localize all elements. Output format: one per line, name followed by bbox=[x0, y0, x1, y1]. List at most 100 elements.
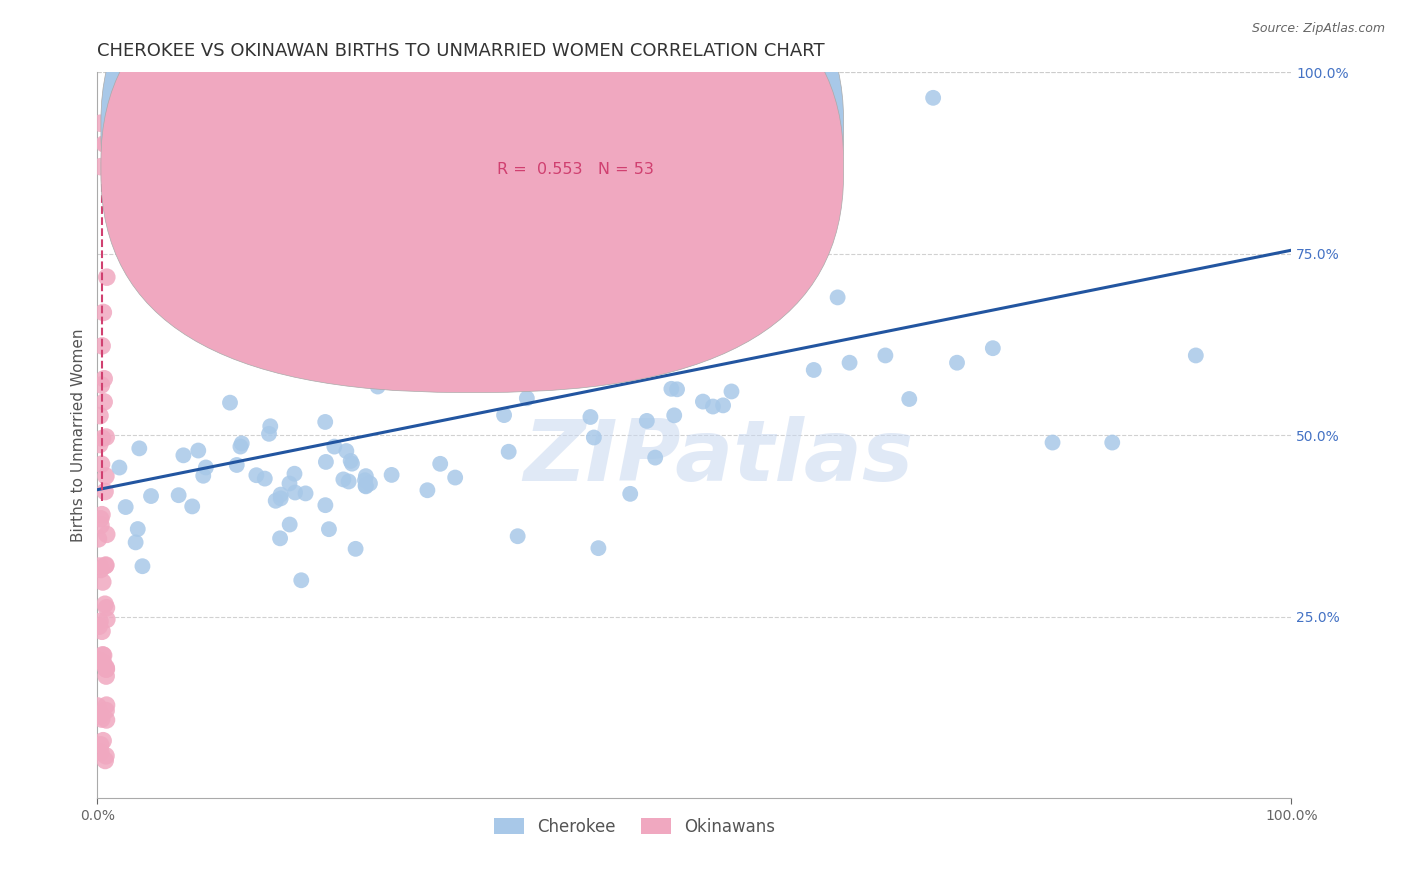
Point bbox=[294, 486, 316, 500]
Point bbox=[456, 341, 478, 355]
Point bbox=[96, 527, 118, 541]
Point bbox=[219, 395, 242, 409]
Point bbox=[284, 485, 307, 500]
Point bbox=[344, 541, 367, 556]
Point bbox=[664, 409, 686, 423]
Point bbox=[91, 648, 114, 662]
Point bbox=[875, 348, 897, 362]
Point bbox=[494, 408, 516, 422]
Point bbox=[257, 426, 280, 441]
Point bbox=[93, 372, 115, 386]
Point bbox=[94, 558, 117, 572]
Point bbox=[94, 484, 117, 499]
Point bbox=[225, 458, 247, 472]
Point bbox=[367, 379, 389, 393]
Point bbox=[898, 392, 921, 406]
Point bbox=[172, 448, 194, 462]
Point bbox=[1101, 435, 1123, 450]
Point bbox=[91, 574, 114, 589]
Point bbox=[588, 541, 610, 556]
Point bbox=[167, 488, 190, 502]
Point bbox=[354, 479, 377, 493]
Point bbox=[579, 409, 602, 424]
Point bbox=[444, 91, 467, 105]
Point bbox=[94, 754, 117, 768]
Point bbox=[96, 698, 118, 712]
Point bbox=[666, 382, 689, 396]
Point bbox=[659, 290, 682, 304]
Point bbox=[231, 436, 253, 450]
Point bbox=[96, 662, 118, 676]
Text: R =  0.316   N = 92: R = 0.316 N = 92 bbox=[498, 122, 654, 137]
Point bbox=[838, 356, 860, 370]
Point bbox=[93, 648, 115, 663]
Point bbox=[94, 704, 117, 718]
Point bbox=[283, 467, 305, 481]
Point bbox=[90, 738, 112, 752]
Point bbox=[114, 500, 136, 514]
Point bbox=[429, 457, 451, 471]
Point bbox=[90, 378, 112, 392]
Text: ZIPatlas: ZIPatlas bbox=[523, 416, 914, 499]
Point bbox=[90, 160, 112, 174]
Point bbox=[644, 450, 666, 465]
Point bbox=[381, 467, 404, 482]
Point bbox=[270, 491, 292, 506]
Point bbox=[314, 415, 336, 429]
Point bbox=[91, 624, 114, 639]
Point bbox=[264, 493, 287, 508]
Point bbox=[323, 440, 346, 454]
Point bbox=[89, 437, 111, 451]
Point bbox=[90, 518, 112, 533]
Point bbox=[89, 619, 111, 633]
Point bbox=[269, 532, 291, 546]
Point bbox=[332, 472, 354, 486]
Point bbox=[711, 398, 734, 412]
Point bbox=[90, 116, 112, 130]
Point bbox=[582, 430, 605, 444]
Point bbox=[90, 457, 112, 471]
Point bbox=[354, 473, 377, 487]
Point bbox=[124, 535, 146, 549]
Point bbox=[187, 443, 209, 458]
Point bbox=[588, 91, 610, 105]
Point bbox=[89, 709, 111, 723]
Point bbox=[87, 653, 110, 667]
Point bbox=[127, 522, 149, 536]
Point bbox=[139, 489, 162, 503]
Point bbox=[94, 137, 117, 152]
Point bbox=[314, 498, 336, 512]
Point bbox=[702, 400, 724, 414]
FancyBboxPatch shape bbox=[101, 0, 844, 392]
Text: R =  0.553   N = 53: R = 0.553 N = 53 bbox=[498, 162, 654, 178]
Point bbox=[636, 414, 658, 428]
Point bbox=[661, 382, 683, 396]
FancyBboxPatch shape bbox=[101, 0, 844, 352]
Point bbox=[354, 469, 377, 483]
Point bbox=[278, 517, 301, 532]
Point bbox=[89, 559, 111, 574]
Point bbox=[89, 409, 111, 423]
Point bbox=[339, 454, 361, 468]
Legend: Cherokee, Okinawans: Cherokee, Okinawans bbox=[485, 810, 783, 844]
Point bbox=[94, 748, 117, 763]
Point bbox=[946, 356, 969, 370]
Point bbox=[96, 713, 118, 727]
Point bbox=[93, 395, 115, 409]
Point bbox=[91, 305, 114, 319]
Point bbox=[193, 468, 215, 483]
Point bbox=[359, 476, 381, 491]
Point bbox=[194, 460, 217, 475]
Point bbox=[91, 508, 114, 522]
Point bbox=[468, 348, 491, 362]
Point bbox=[91, 431, 114, 445]
Point bbox=[245, 468, 267, 483]
Point bbox=[540, 102, 562, 116]
Point bbox=[335, 444, 357, 458]
Point bbox=[229, 440, 252, 454]
Point bbox=[94, 660, 117, 674]
Point bbox=[96, 612, 118, 626]
Point bbox=[683, 290, 706, 304]
Text: Source: ZipAtlas.com: Source: ZipAtlas.com bbox=[1251, 22, 1385, 36]
Point bbox=[720, 384, 742, 399]
